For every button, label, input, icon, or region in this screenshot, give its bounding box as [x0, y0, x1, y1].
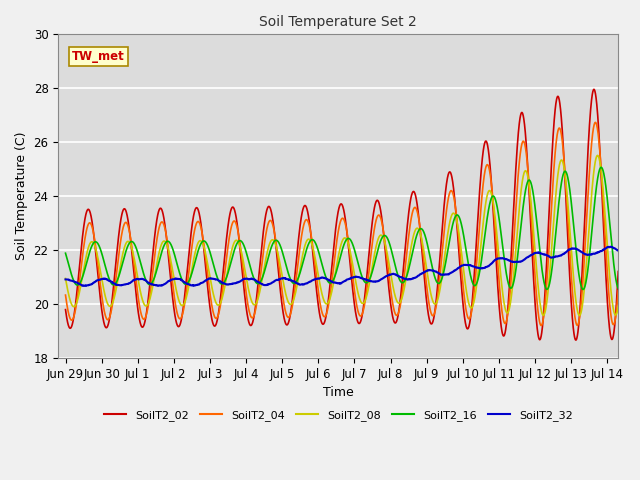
Line: SoilT2_16: SoilT2_16 — [65, 168, 625, 289]
SoilT2_02 — [572, 337, 580, 343]
SoilT2_04 — [159, 219, 166, 225]
SoilT2_08 — [611, 311, 618, 317]
Text: TW_met: TW_met — [72, 50, 125, 63]
SoilT2_08 — [125, 240, 133, 245]
SoilT2_04 — [611, 319, 618, 325]
SoilT2_32 — [621, 250, 629, 256]
SoilT2_08 — [61, 276, 69, 281]
SoilT2_16 — [159, 247, 166, 252]
Y-axis label: Soil Temperature (C): Soil Temperature (C) — [15, 132, 28, 261]
SoilT2_16 — [597, 165, 605, 170]
SoilT2_08 — [301, 244, 308, 250]
SoilT2_32 — [276, 276, 284, 282]
SoilT2_04 — [61, 292, 69, 298]
SoilT2_08 — [550, 214, 558, 220]
SoilT2_32 — [607, 244, 614, 250]
SoilT2_04 — [276, 273, 284, 279]
X-axis label: Time: Time — [323, 386, 353, 399]
SoilT2_32 — [159, 282, 166, 288]
Line: SoilT2_32: SoilT2_32 — [65, 247, 625, 286]
SoilT2_08 — [575, 312, 583, 318]
SoilT2_16 — [621, 254, 629, 260]
SoilT2_02 — [590, 86, 598, 92]
SoilT2_02 — [61, 307, 69, 312]
SoilT2_16 — [550, 248, 558, 254]
SoilT2_08 — [594, 153, 602, 158]
SoilT2_04 — [301, 220, 308, 226]
SoilT2_02 — [125, 227, 133, 232]
SoilT2_08 — [159, 240, 166, 245]
SoilT2_16 — [61, 251, 69, 256]
SoilT2_04 — [125, 228, 133, 234]
SoilT2_02 — [550, 120, 558, 125]
SoilT2_16 — [611, 268, 618, 274]
SoilT2_16 — [301, 254, 308, 260]
SoilT2_02 — [301, 203, 308, 209]
SoilT2_02 — [611, 323, 618, 328]
SoilT2_02 — [621, 124, 629, 130]
SoilT2_32 — [550, 254, 558, 260]
Line: SoilT2_08: SoilT2_08 — [65, 156, 625, 315]
Line: SoilT2_02: SoilT2_02 — [65, 89, 625, 340]
SoilT2_02 — [276, 286, 284, 292]
SoilT2_04 — [550, 162, 558, 168]
SoilT2_16 — [276, 242, 284, 248]
SoilT2_32 — [154, 283, 162, 289]
SoilT2_16 — [579, 287, 587, 292]
SoilT2_02 — [159, 209, 166, 215]
SoilT2_32 — [301, 281, 308, 287]
SoilT2_32 — [125, 280, 133, 286]
Legend: SoilT2_02, SoilT2_04, SoilT2_08, SoilT2_16, SoilT2_32: SoilT2_02, SoilT2_04, SoilT2_08, SoilT2_… — [99, 406, 577, 425]
SoilT2_04 — [538, 323, 545, 328]
SoilT2_04 — [591, 120, 599, 125]
SoilT2_04 — [621, 170, 629, 176]
SoilT2_08 — [621, 221, 629, 227]
SoilT2_32 — [611, 245, 618, 251]
SoilT2_16 — [125, 240, 133, 246]
SoilT2_32 — [61, 276, 69, 282]
Title: Soil Temperature Set 2: Soil Temperature Set 2 — [259, 15, 417, 29]
SoilT2_08 — [276, 262, 284, 268]
Line: SoilT2_04: SoilT2_04 — [65, 122, 625, 325]
